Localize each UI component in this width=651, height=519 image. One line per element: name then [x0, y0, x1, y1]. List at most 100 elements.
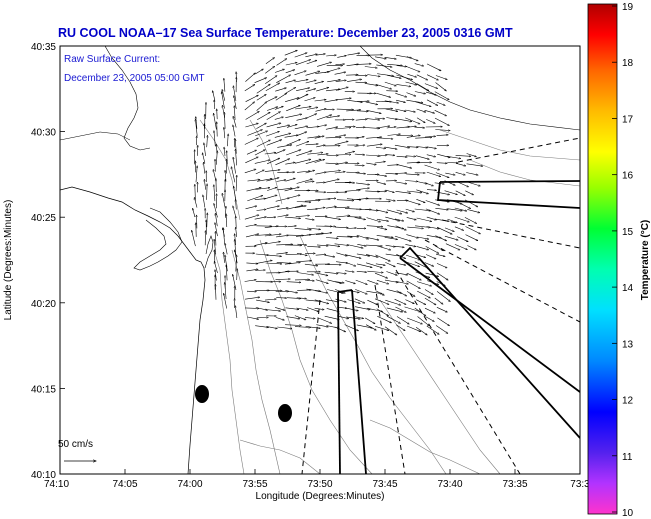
bathymetry-contours — [199, 119, 580, 474]
current-vector — [225, 282, 227, 300]
current-vector — [344, 270, 354, 272]
current-vector — [267, 107, 278, 111]
current-vector — [286, 298, 301, 299]
current-vector — [245, 206, 257, 210]
current-vector — [465, 190, 473, 195]
current-vector — [384, 100, 399, 103]
x-axis-ticks: 74:10 74:05 74:00 73:55 73:50 73:45 73:40 73:35… — [44, 469, 590, 490]
current-vector — [324, 315, 340, 319]
current-vector — [434, 182, 445, 184]
current-vector — [335, 87, 348, 91]
current-vector — [274, 106, 284, 110]
current-vector — [246, 188, 262, 192]
current-vector — [415, 225, 430, 228]
current-vector — [416, 299, 426, 305]
current-vector — [255, 188, 270, 190]
current-vector — [386, 271, 397, 276]
current-vector — [384, 326, 397, 335]
current-vector — [366, 217, 381, 222]
current-vector — [265, 97, 277, 103]
current-vector — [324, 179, 339, 183]
current-vector — [376, 209, 388, 213]
current-vector — [217, 122, 218, 137]
current-vector — [256, 94, 266, 101]
current-vector — [325, 127, 338, 130]
current-vector — [355, 173, 366, 174]
current-vector — [466, 163, 483, 166]
current-vector — [296, 261, 311, 263]
x-tick-label: 74:10 — [44, 479, 69, 490]
current-vector — [306, 107, 318, 110]
current-vector — [244, 297, 260, 300]
current-vector — [334, 207, 350, 208]
current-vector — [365, 101, 378, 105]
current-vector — [255, 325, 268, 328]
current-vector — [213, 91, 216, 101]
current-vector — [427, 280, 439, 285]
current-vector — [307, 153, 323, 155]
current-vector — [426, 216, 437, 220]
current-vector — [244, 84, 255, 92]
current-vector — [223, 252, 225, 263]
current-vector — [236, 199, 237, 210]
current-vector — [214, 185, 216, 202]
current-vector — [315, 233, 332, 235]
current-vector — [456, 181, 469, 187]
current-vector — [255, 69, 263, 75]
radar-boundaries — [301, 137, 580, 474]
current-vector — [374, 298, 389, 305]
current-vector — [285, 325, 301, 326]
current-vector — [437, 153, 450, 157]
current-vector — [406, 291, 415, 296]
current-vector — [374, 118, 385, 119]
current-vector — [347, 228, 356, 229]
current-vector — [265, 195, 277, 199]
current-vector — [284, 50, 298, 56]
current-vector — [254, 160, 270, 164]
current-vector — [265, 66, 275, 74]
current-vector — [314, 81, 324, 84]
current-vector — [277, 326, 292, 329]
current-vector — [356, 111, 368, 112]
current-vector — [406, 162, 420, 163]
current-vector — [254, 78, 267, 83]
colorbar-tick-label: 17 — [622, 114, 634, 125]
current-vector — [436, 307, 448, 312]
current-vector — [426, 171, 441, 177]
colorbar-tick-label: 14 — [622, 283, 634, 294]
current-vector — [285, 178, 296, 182]
current-vector — [287, 205, 303, 210]
current-vector — [315, 208, 325, 210]
current-vector — [407, 226, 423, 228]
current-vector — [235, 239, 236, 255]
current-vector — [315, 279, 329, 284]
current-vector — [417, 236, 429, 239]
current-vector — [416, 246, 429, 249]
current-vector — [236, 175, 237, 192]
current-vector — [326, 308, 339, 311]
current-vector — [317, 317, 332, 324]
current-vector — [244, 169, 256, 174]
current-vector — [397, 164, 412, 169]
current-vector — [426, 226, 439, 229]
current-vector — [376, 92, 391, 97]
current-vector — [466, 172, 478, 176]
current-vector — [376, 181, 386, 184]
current-vector — [376, 308, 389, 316]
current-vector — [375, 263, 385, 266]
current-vector — [257, 179, 272, 182]
current-vector — [294, 80, 308, 83]
current-vector — [356, 234, 369, 239]
current-vector — [285, 80, 296, 84]
current-vector — [215, 284, 216, 300]
current-vector — [394, 246, 405, 247]
current-vector — [245, 234, 259, 238]
current-vector — [414, 63, 424, 66]
current-vector — [246, 263, 257, 264]
current-vector — [396, 316, 409, 325]
current-vector — [245, 157, 258, 164]
current-vector — [336, 237, 352, 238]
current-vector — [214, 131, 216, 147]
current-vector — [364, 317, 375, 324]
current-vector — [386, 127, 396, 129]
